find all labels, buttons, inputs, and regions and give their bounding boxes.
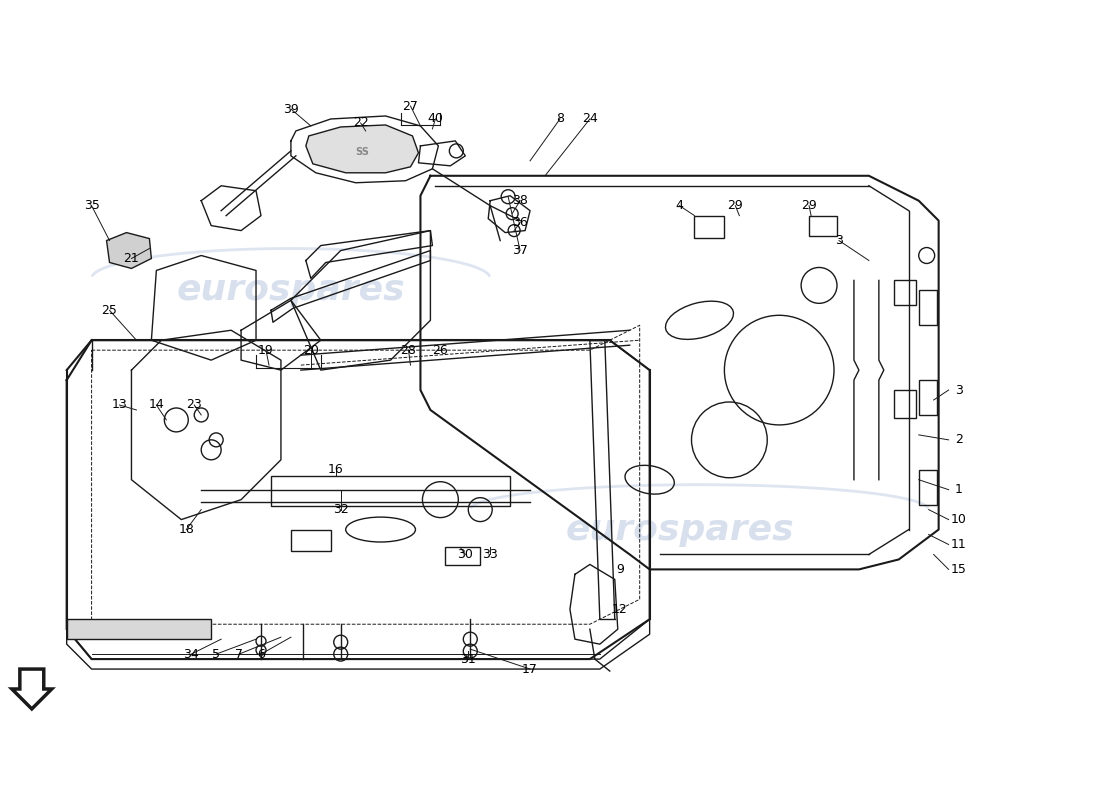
Bar bbox=[918, 470, 937, 505]
Text: 10: 10 bbox=[950, 513, 967, 526]
Text: 28: 28 bbox=[400, 344, 417, 357]
Text: 21: 21 bbox=[123, 252, 140, 265]
Polygon shape bbox=[12, 669, 52, 709]
Text: 27: 27 bbox=[403, 99, 418, 113]
Bar bbox=[446, 547, 481, 566]
Text: 19: 19 bbox=[258, 344, 274, 357]
Text: 24: 24 bbox=[582, 113, 597, 126]
Text: 34: 34 bbox=[184, 648, 199, 661]
Text: 30: 30 bbox=[458, 548, 473, 561]
Text: 26: 26 bbox=[432, 344, 449, 357]
Text: 35: 35 bbox=[84, 199, 99, 212]
Text: 12: 12 bbox=[612, 602, 628, 616]
Bar bbox=[894, 281, 915, 306]
Text: 3: 3 bbox=[835, 234, 843, 247]
Text: 22: 22 bbox=[353, 117, 369, 130]
Text: 40: 40 bbox=[428, 113, 443, 126]
Polygon shape bbox=[107, 233, 152, 269]
Bar bbox=[918, 290, 937, 326]
Bar bbox=[67, 619, 211, 639]
Text: eurospares: eurospares bbox=[177, 274, 405, 307]
Text: 5: 5 bbox=[212, 648, 220, 661]
Text: 9: 9 bbox=[616, 563, 624, 576]
Text: eurospares: eurospares bbox=[565, 513, 794, 546]
Bar bbox=[894, 390, 915, 418]
Text: 36: 36 bbox=[513, 216, 528, 229]
Text: 23: 23 bbox=[186, 398, 202, 411]
Text: 38: 38 bbox=[513, 194, 528, 207]
Text: 39: 39 bbox=[283, 102, 299, 115]
Text: 8: 8 bbox=[556, 113, 564, 126]
Bar bbox=[271, 476, 510, 506]
Polygon shape bbox=[306, 125, 418, 173]
Text: 25: 25 bbox=[101, 304, 118, 317]
Text: 29: 29 bbox=[801, 199, 817, 212]
Bar bbox=[810, 216, 837, 235]
Bar bbox=[918, 380, 937, 415]
Text: SS: SS bbox=[355, 147, 370, 157]
Text: 3: 3 bbox=[955, 383, 962, 397]
Text: 6: 6 bbox=[257, 648, 265, 661]
Text: 32: 32 bbox=[333, 503, 349, 516]
Text: 14: 14 bbox=[148, 398, 164, 411]
Text: 17: 17 bbox=[522, 662, 538, 675]
Bar bbox=[694, 216, 725, 238]
Text: 29: 29 bbox=[727, 199, 744, 212]
Text: 15: 15 bbox=[950, 563, 967, 576]
Text: 7: 7 bbox=[235, 648, 243, 661]
Text: 1: 1 bbox=[955, 483, 962, 496]
Text: 18: 18 bbox=[178, 523, 195, 536]
Text: 4: 4 bbox=[675, 199, 683, 212]
Text: 13: 13 bbox=[111, 398, 128, 411]
Bar bbox=[290, 530, 331, 551]
Text: 31: 31 bbox=[461, 653, 476, 666]
Text: 11: 11 bbox=[950, 538, 967, 551]
Text: 2: 2 bbox=[955, 434, 962, 446]
Text: 20: 20 bbox=[302, 344, 319, 357]
Text: 16: 16 bbox=[328, 463, 343, 476]
Text: 33: 33 bbox=[482, 548, 498, 561]
Text: 37: 37 bbox=[513, 244, 528, 257]
